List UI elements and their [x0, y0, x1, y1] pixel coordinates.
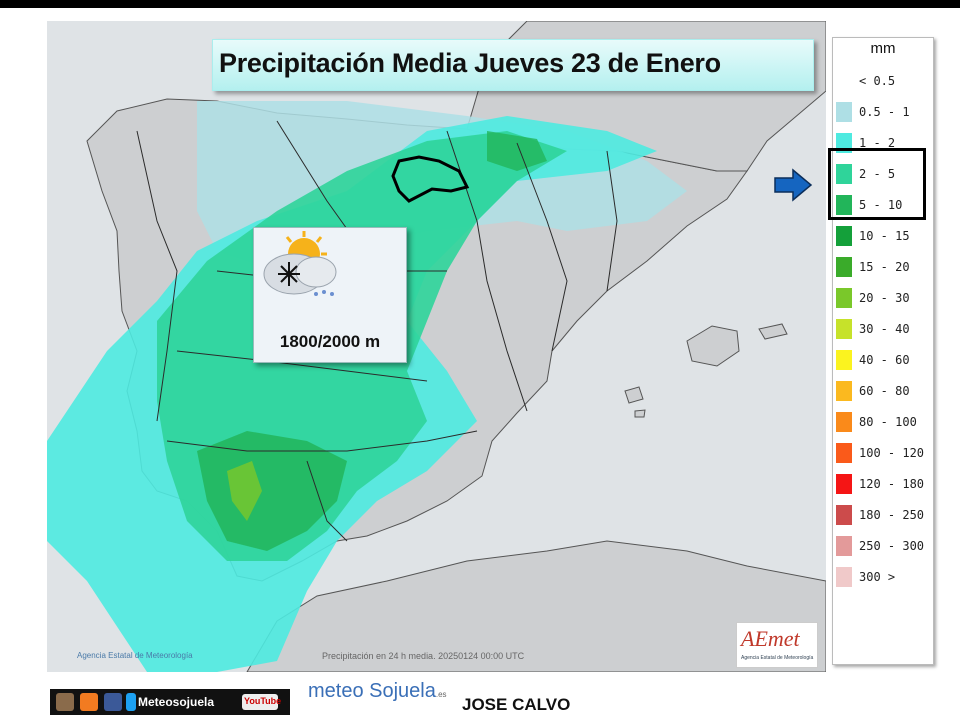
blogger-icon[interactable] — [80, 693, 98, 711]
legend-label: 0.5 - 1 — [859, 105, 910, 119]
africa-land — [246, 540, 826, 672]
region-borders — [136, 120, 618, 542]
legend-swatch — [836, 102, 852, 122]
legend-label: 2 - 5 — [859, 167, 896, 181]
legend-item: 180 - 250 — [833, 500, 933, 531]
la-rioja-outline — [391, 155, 470, 203]
legend-label: 60 - 80 — [859, 384, 910, 398]
youtube-icon[interactable]: YouTube — [242, 694, 282, 710]
snow-level-text: 1800/2000 m — [279, 332, 381, 351]
formentera — [634, 409, 646, 418]
precip-5-10 — [197, 431, 347, 551]
ibiza — [624, 386, 644, 404]
legend-item: 250 - 300 — [833, 531, 933, 562]
legend-item: 20 - 30 — [833, 283, 933, 314]
legend-item: 100 - 120 — [833, 438, 933, 469]
youtube-label: YouTube — [244, 696, 282, 706]
legend-swatch — [836, 288, 852, 308]
legend-item: 15 - 20 — [833, 252, 933, 283]
legend-swatch — [836, 474, 852, 494]
twitter-icon[interactable] — [126, 693, 136, 711]
snow-cloud-sun-icon — [263, 231, 337, 296]
legend-item: 80 - 100 — [833, 407, 933, 438]
legend-label: 250 - 300 — [859, 539, 925, 553]
legend-swatch — [836, 412, 852, 432]
legend-item: 10 - 15 — [833, 221, 933, 252]
legend-unit: mm — [870, 40, 896, 57]
title-banner: Precipitación Media Jueves 23 de Enero — [212, 39, 814, 91]
legend-item: 120 - 180 — [833, 469, 933, 500]
meteosojuela-logo-text: meteo Sojuela — [308, 680, 436, 702]
legend-item: 60 - 80 — [833, 376, 933, 407]
legend-label: 180 - 250 — [859, 508, 925, 522]
legend-label: 300 > — [859, 570, 896, 584]
map-caption: Precipitación en 24 h media. 20250124 00… — [322, 651, 525, 661]
snow-level-box: 1800/2000 m — [253, 227, 407, 363]
precip-15-30 — [227, 461, 262, 521]
legend-label: 5 - 10 — [859, 198, 903, 212]
legend-swatch — [836, 567, 852, 587]
legend-label: 15 - 20 — [859, 260, 910, 274]
map-title: Precipitación Media Jueves 23 de Enero — [219, 48, 721, 78]
slide: Precipitación Media Jueves 23 de Enero 1… — [0, 8, 960, 720]
instagram-icon[interactable] — [56, 693, 74, 711]
legend-swatch — [836, 381, 852, 401]
legend-swatch — [836, 195, 852, 215]
legend-swatch — [836, 226, 852, 246]
legend-swatch — [836, 505, 852, 525]
legend-label: 40 - 60 — [859, 353, 910, 367]
legend-label: 10 - 15 — [859, 229, 910, 243]
legend-item: 300 > — [833, 562, 933, 593]
menorca — [758, 323, 788, 340]
legend-label: 20 - 30 — [859, 291, 910, 305]
legend-label: 100 - 120 — [859, 446, 925, 460]
social-brand: Meteosojuela — [138, 695, 215, 709]
legend-label: 30 - 40 — [859, 322, 910, 336]
legend-item: 0.5 - 1 — [833, 97, 933, 128]
legend-item: 30 - 40 — [833, 314, 933, 345]
legend-label: 80 - 100 — [859, 415, 917, 429]
legend-swatch — [836, 71, 852, 91]
precipitation-map: Precipitación Media Jueves 23 de Enero 1… — [47, 21, 826, 672]
legend-swatch — [836, 350, 852, 370]
meteosojuela-logo: meteo Sojuela.es — [308, 680, 447, 703]
meteosojuela-logo-suffix: .es — [435, 690, 447, 699]
legend-label: 120 - 180 — [859, 477, 925, 491]
legend-swatch — [836, 319, 852, 339]
author-name: JOSE CALVO — [462, 695, 571, 714]
aemet-logo-name: AEmet — [741, 626, 800, 651]
facebook-icon[interactable] — [104, 693, 122, 711]
legend-swatch — [836, 257, 852, 277]
legend-item: < 0.5 — [833, 66, 933, 97]
aemet-logo-subtitle: Agencia Estatal de Meteorología — [741, 655, 814, 661]
aemet-logo: AEmet Agencia Estatal de Meteorología — [736, 622, 818, 668]
legend-label: 1 - 2 — [859, 136, 896, 150]
legend-swatch — [836, 164, 852, 184]
arrow-right-icon — [774, 168, 813, 202]
map-graphic — [47, 21, 826, 672]
legend-highlight-box — [828, 148, 926, 220]
legend-swatch — [836, 536, 852, 556]
legend-swatch — [836, 443, 852, 463]
legend-label: < 0.5 — [859, 74, 896, 88]
agency-credit: Agencia Estatal de Meteorología — [77, 651, 193, 660]
social-bar: Meteosojuela YouTube — [50, 689, 290, 715]
legend-item: 2 - 5 — [833, 159, 933, 190]
legend-item: 5 - 10 — [833, 190, 933, 221]
precip-5-10-north — [487, 131, 547, 171]
legend-item: 40 - 60 — [833, 345, 933, 376]
precipitation-legend: mm < 0.5 0.5 - 1 1 - 2 2 - 5 5 - 10 10 - 15 15… — [832, 37, 934, 665]
mallorca — [686, 325, 740, 367]
